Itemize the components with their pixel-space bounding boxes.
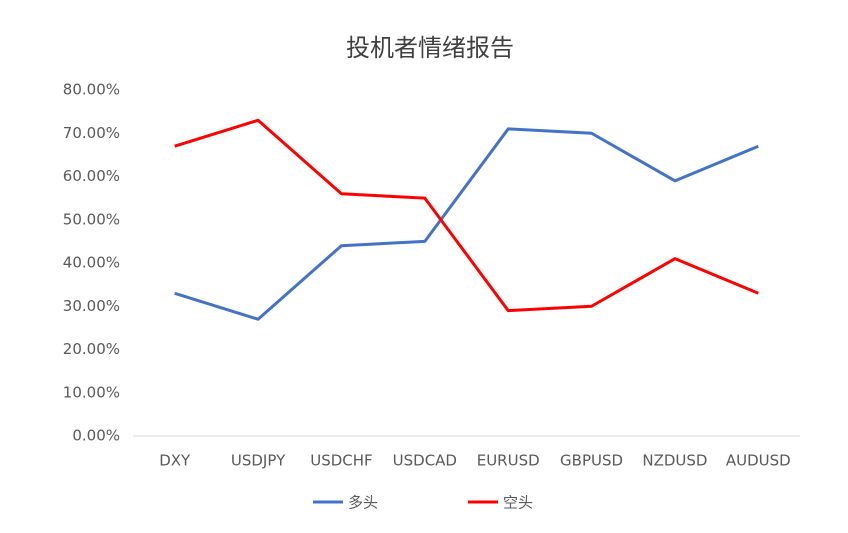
- legend-label: 多头: [348, 494, 378, 512]
- x-tick-label: EURUSD: [477, 452, 540, 470]
- x-tick-label: NZDUSD: [642, 452, 707, 470]
- series-line: [174, 127, 759, 321]
- y-tick-label: 30.00%: [63, 297, 120, 315]
- y-tick-label: 40.00%: [63, 254, 120, 272]
- x-tick-label: USDJPY: [231, 452, 286, 470]
- y-tick-label: 70.00%: [63, 124, 120, 142]
- y-tick-label: 0.00%: [72, 427, 120, 445]
- x-tick-label: DXY: [159, 452, 191, 470]
- x-tick-label: USDCAD: [393, 452, 457, 470]
- x-tick-label: USDCHF: [310, 452, 372, 470]
- y-tick-label: 60.00%: [63, 167, 120, 185]
- series-line: [174, 118, 759, 313]
- y-tick-label: 80.00%: [63, 81, 120, 99]
- y-tick-label: 20.00%: [63, 340, 120, 358]
- x-tick-label: GBPUSD: [560, 452, 623, 470]
- x-tick-label: AUDUSD: [726, 452, 791, 470]
- y-tick-label: 10.00%: [63, 383, 120, 401]
- y-tick-label: 50.00%: [63, 210, 120, 228]
- legend-label: 空头: [503, 494, 533, 512]
- chart-title: 投机者情绪报告: [346, 34, 514, 62]
